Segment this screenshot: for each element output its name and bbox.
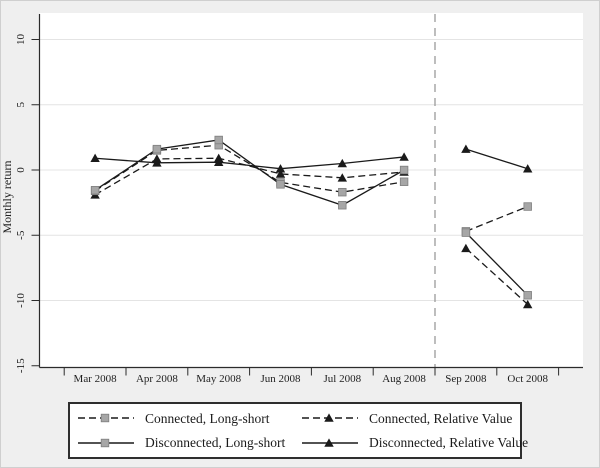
y-tick-label--15: -15 [15,358,27,373]
legend-sample-connected-relative-value [302,413,358,423]
legend-label: Connected, Long-short [145,410,270,426]
y-tick-label-0: 0 [15,167,27,173]
legend-label: Connected, Relative Value [369,410,513,426]
marker-square-connected-long-short [399,177,409,186]
data-series [90,135,533,309]
legend-item-disconnected-relative-value: Disconnected, Relative Value [301,433,528,453]
x-tick-label-sep-2008: Sep 2008 [445,373,487,385]
marker-square-disconnected-long-short [214,135,223,145]
legend-item-disconnected-long-short: Disconnected, Long-short [77,433,301,453]
marker-square-disconnected-long-short [399,165,409,175]
y-tick-label-10: 10 [15,34,27,46]
x-tick-label-may-2008: May 2008 [196,373,241,385]
series-line-disconnected-relative-value [465,148,528,170]
marker-triangle-disconnected-relative-value [337,158,347,168]
marker-triangle-connected-relative-value [275,169,286,178]
axes [31,14,583,376]
marker-triangle-disconnected-relative-value [523,164,533,173]
y-tick-label--5: -5 [15,230,27,240]
x-tick-label-jun-2008: Jun 2008 [260,373,301,385]
marker-triangle-connected-relative-value [337,173,347,182]
y-axis-title: Monthly return [1,161,14,234]
marker-triangle-disconnected-relative-value [90,153,100,163]
x-tick-label-apr-2008: Apr 2008 [136,373,178,385]
legend-sample-disconnected-relative-value [302,438,358,447]
series-disconnected-long-short [90,135,532,300]
marker-square-disconnected-long-short [338,201,347,210]
legend-label: Disconnected, Long-short [145,434,286,450]
y-tick-label-5: 5 [15,102,27,108]
marker-square-disconnected-long-short [523,291,532,300]
series-line-disconnected-relative-value [95,156,405,170]
marker-triangle-disconnected-relative-value [152,158,162,167]
legend-sample-connected-long-short [78,414,134,423]
x-tick-label-oct-2008: Oct 2008 [507,373,548,385]
series-line-connected-long-short [94,144,405,193]
marker-triangle-disconnected-relative-value [214,157,224,166]
legend-marker-triangle [324,413,334,423]
legend: Connected, Long-short Connected, Relativ… [68,402,528,459]
marker-square-disconnected-long-short [276,180,285,189]
legend-marker-square [100,414,110,423]
legend-sample-disconnected-long-short [78,438,134,447]
y-tick-label--10: -10 [15,293,27,308]
plot-area [40,13,583,368]
marker-square-disconnected-long-short [152,144,162,154]
marker-square-connected-long-short [338,187,347,197]
series-line-disconnected-long-short [465,232,529,296]
x-tick-label-aug-2008: Aug 2008 [382,373,426,385]
marker-triangle-connected-relative-value [461,243,471,253]
legend-marker-triangle [324,438,334,447]
series-line-disconnected-long-short [94,139,405,206]
series-line-connected-long-short [465,205,528,232]
gridlines [39,39,583,301]
marker-square-disconnected-long-short [461,228,471,237]
marker-triangle-disconnected-relative-value [275,164,286,173]
x-tick-label-mar-2008: Mar 2008 [74,373,118,385]
tick-labels: 10 5 0 -5 -10 -15 Mar 2008 Apr 2008 May 2008 Jun … [15,34,549,386]
legend-label: Disconnected, Relative Value [369,434,529,450]
legend-item-connected-long-short: Connected, Long-short [77,408,301,428]
legend-item-connected-relative-value: Connected, Relative Value [301,408,528,428]
series-line-connected-relative-value [465,247,529,305]
marker-square-disconnected-long-short [90,186,100,195]
marker-triangle-connected-relative-value [523,299,533,309]
marker-square-connected-long-short [523,202,532,211]
marker-triangle-disconnected-relative-value [461,144,471,153]
x-tick-label-jul-2008: Jul 2008 [324,373,362,385]
legend-marker-square [100,438,110,447]
marker-triangle-disconnected-relative-value [399,152,409,161]
series-disconnected-relative-value [90,144,533,173]
